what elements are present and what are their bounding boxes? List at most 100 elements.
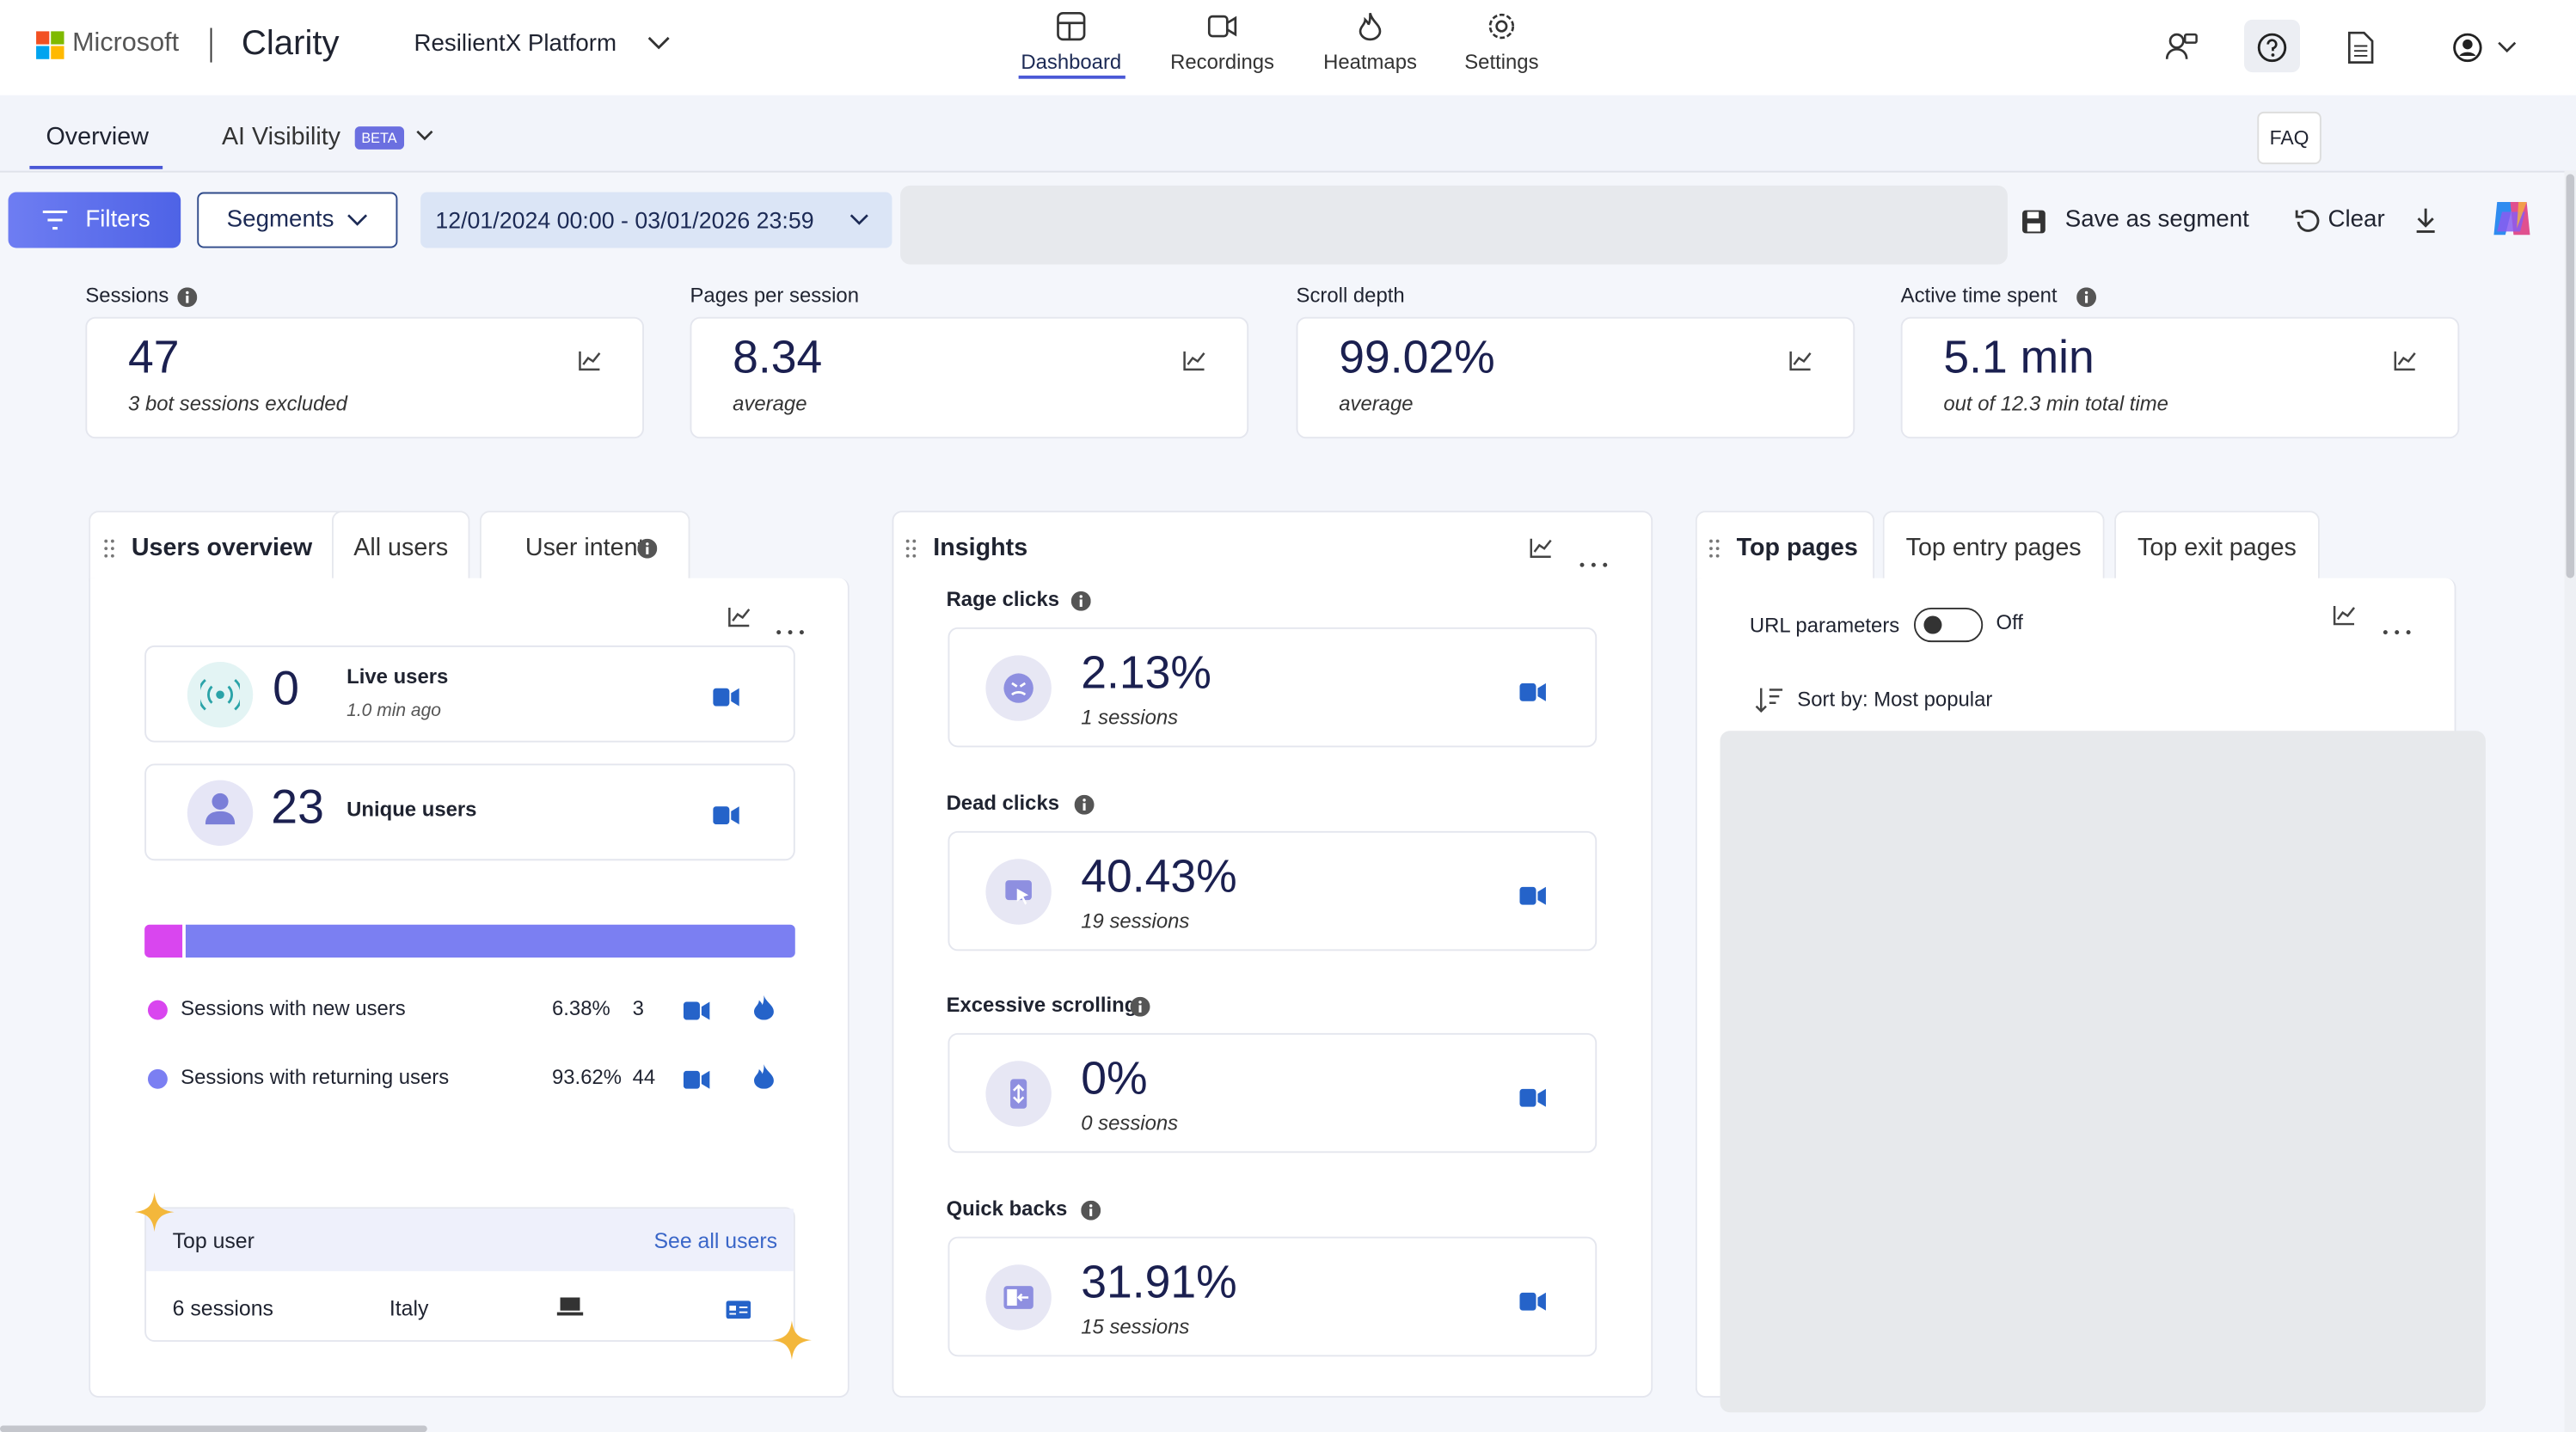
recording-icon[interactable]	[713, 803, 739, 832]
metric-value: 47	[128, 331, 180, 383]
sort-icon[interactable]	[1755, 687, 1784, 721]
trend-icon-svg	[1530, 538, 1552, 558]
account-icon[interactable]	[2451, 31, 2520, 64]
sort-icon-svg	[1755, 688, 1783, 713]
tab[interactable]: Top entry pages	[1882, 511, 2105, 582]
download-icon[interactable]	[2415, 207, 2437, 234]
people-icon[interactable]	[2165, 29, 2198, 62]
heatmap-icon[interactable]	[754, 994, 774, 1028]
tab[interactable]: Overview	[46, 123, 149, 151]
heatmap-icon[interactable]	[754, 1064, 774, 1097]
save-segment[interactable]: Save as segment	[2064, 206, 2249, 234]
more-icon[interactable]	[776, 615, 805, 644]
tab[interactable]: Top exit pages	[2114, 511, 2320, 582]
toggle[interactable]	[1913, 607, 1984, 643]
project-selector[interactable]: ResilientX Platform	[414, 31, 617, 58]
scroll-thumb[interactable]	[2566, 174, 2575, 578]
metric-card	[690, 316, 1249, 439]
see-all-link[interactable]: See all users	[653, 1228, 778, 1253]
recording-icon[interactable]	[713, 685, 739, 714]
metric-value: 5.1 min	[1943, 331, 2095, 383]
drag-handle-svg	[1709, 539, 1720, 558]
id-icon-svg	[726, 1300, 751, 1319]
info-icon-svg	[177, 287, 198, 308]
recording-icon[interactable]	[683, 1068, 710, 1097]
more-icon-svg	[776, 630, 804, 635]
trend-icon-svg	[1789, 351, 1812, 371]
h-scroll-thumb[interactable]	[0, 1425, 427, 1432]
doc-icon[interactable]	[2347, 31, 2374, 64]
trend-icon-svg	[579, 351, 601, 371]
nav-icon	[1207, 11, 1237, 49]
segments-button[interactable]	[197, 192, 398, 248]
help-icon	[2257, 33, 2287, 63]
tab[interactable]: Top pages	[1695, 511, 1875, 582]
sparkle	[772, 1320, 812, 1368]
tab[interactable]: AI Visibility	[221, 123, 340, 151]
more-icon[interactable]	[1579, 547, 1608, 576]
trend-icon[interactable]	[2333, 604, 2356, 633]
info-icon[interactable]	[2076, 285, 2097, 315]
tab[interactable]: User intent	[479, 511, 690, 582]
tab[interactable]: All users	[331, 511, 470, 582]
trend-icon-svg	[2333, 606, 2356, 626]
trend-icon[interactable]	[1183, 350, 1206, 379]
nav-item[interactable]: Dashboard	[1021, 51, 1122, 74]
trend-icon[interactable]	[579, 350, 602, 379]
recording-icon[interactable]	[683, 999, 710, 1028]
user-value: 0	[273, 663, 300, 717]
recording-icon-svg	[683, 1001, 710, 1020]
sparkle-svg	[134, 1192, 175, 1233]
nav-item[interactable]: Heatmaps	[1323, 51, 1417, 74]
sort-label[interactable]: Sort by: Most popular	[1797, 688, 1993, 712]
trend-icon[interactable]	[727, 606, 751, 635]
trend-icon-svg	[1183, 351, 1205, 371]
info-icon-svg	[1070, 591, 1091, 611]
trend-icon[interactable]	[2394, 350, 2417, 379]
clear-button[interactable]: Clear	[2328, 206, 2385, 234]
insight-icon-svg	[1005, 879, 1032, 905]
info-icon[interactable]	[1081, 1199, 1101, 1228]
info-icon-svg	[1074, 794, 1095, 815]
legend-percent: 93.62%	[551, 1066, 623, 1089]
chevron	[416, 130, 433, 141]
info-icon[interactable]	[1070, 590, 1091, 619]
more-icon[interactable]	[2383, 615, 2412, 644]
panel-title: Insights	[933, 533, 1028, 562]
id-icon[interactable]	[726, 1297, 751, 1326]
legend-dot	[147, 1068, 168, 1089]
product[interactable]: Clarity	[241, 24, 340, 63]
faq-button[interactable]	[2244, 19, 2300, 73]
undo-icon	[2295, 210, 2320, 232]
info-icon[interactable]	[1074, 792, 1095, 822]
trend-icon[interactable]	[1789, 350, 1812, 379]
nav-icon	[1487, 11, 1516, 49]
metric-value: 99.02%	[1339, 331, 1495, 383]
recording-icon[interactable]	[1519, 680, 1546, 709]
nav-item[interactable]: Settings	[1464, 51, 1539, 74]
recording-icon[interactable]	[1519, 1086, 1546, 1116]
recording-icon[interactable]	[1519, 883, 1546, 912]
insight-label: Dead clicks	[946, 791, 1060, 815]
insight-note: 0 sessions	[1081, 1112, 1179, 1136]
recording-icon[interactable]	[1519, 1289, 1546, 1319]
user-label: Unique users	[347, 798, 477, 822]
drag-handle[interactable]	[905, 537, 917, 566]
date-range[interactable]	[420, 192, 892, 248]
user-value: 23	[271, 781, 324, 835]
info-icon[interactable]	[637, 537, 658, 566]
tooltip: FAQ	[2257, 111, 2321, 165]
nav-item[interactable]: Recordings	[1170, 51, 1274, 74]
info-icon[interactable]	[1130, 996, 1150, 1025]
info-icon[interactable]	[177, 285, 198, 315]
trend-icon[interactable]	[1530, 537, 1553, 566]
drag-handle[interactable]	[1708, 537, 1720, 566]
metric-card	[1296, 316, 1855, 439]
live-icon	[197, 676, 243, 721]
insight-icon	[1003, 875, 1035, 916]
copilot-icon[interactable]	[2489, 195, 2535, 241]
drag-handle[interactable]	[103, 537, 114, 566]
trend-icon-svg	[728, 607, 751, 627]
filters-button[interactable]	[8, 192, 181, 248]
